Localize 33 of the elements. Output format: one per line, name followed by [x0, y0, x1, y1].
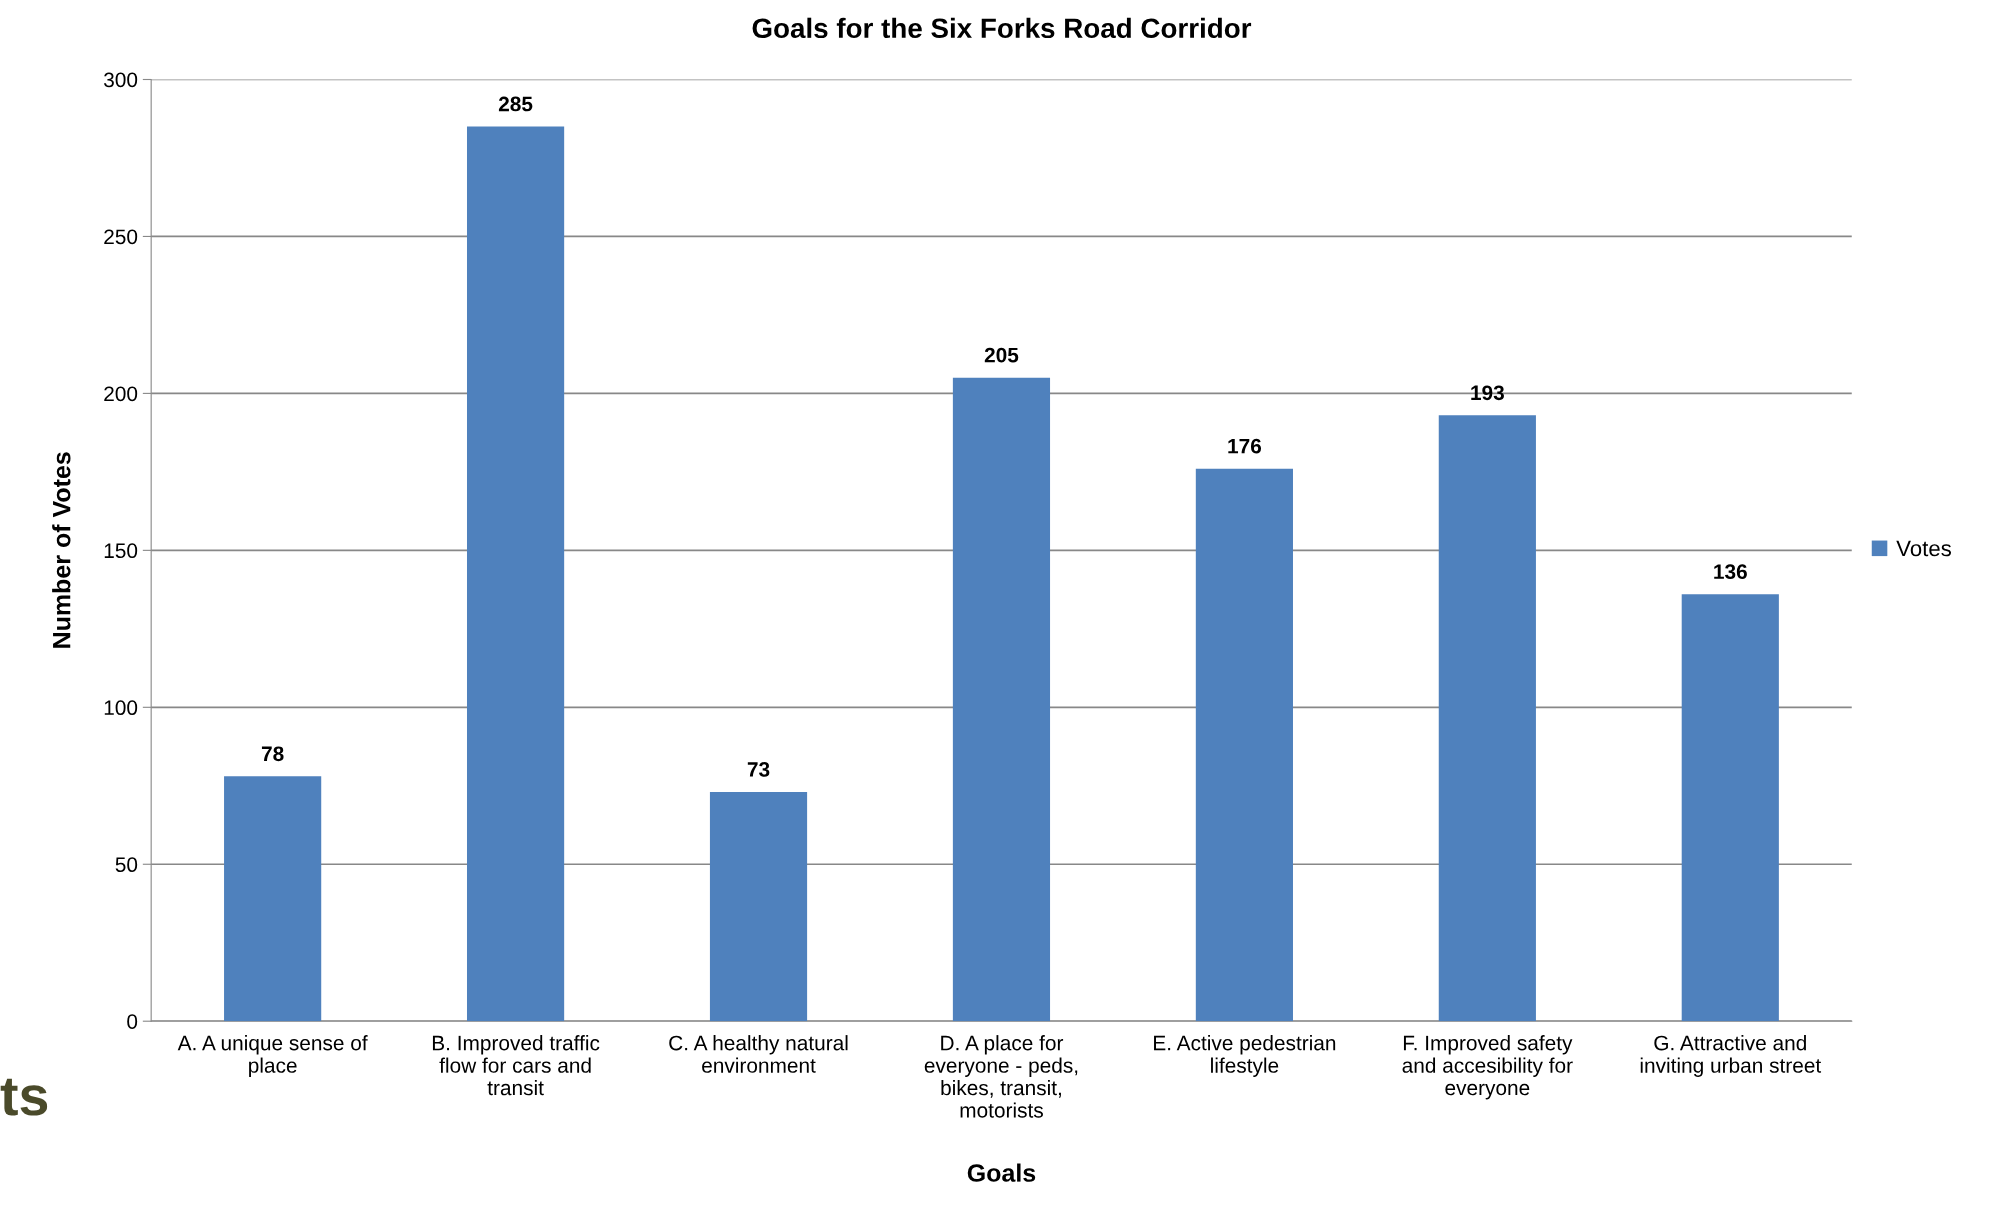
y-tick-label: 300	[104, 72, 138, 88]
bar	[1438, 415, 1536, 1022]
data-label: 73	[747, 762, 770, 777]
data-label: 193	[1471, 385, 1504, 401]
bar	[1195, 468, 1293, 1022]
y-tick-label: 200	[104, 386, 138, 402]
bar	[466, 126, 565, 1022]
bar	[952, 377, 1051, 1022]
data-label: 136	[1714, 564, 1747, 580]
data-label: 176	[1228, 438, 1262, 454]
chart-title: Goals for the Six Forks Road Corridor	[752, 17, 1252, 39]
x-axis-title: Goals	[967, 1163, 1036, 1182]
data-label: 285	[498, 96, 533, 112]
y-tick-label: 250	[104, 229, 138, 245]
bar	[224, 776, 322, 1022]
x-tick-label: A. A unique sense of place	[177, 1035, 368, 1077]
y-tick-label: 0	[127, 1014, 138, 1029]
x-tick-label: D. A place for everyone - peds, bikes, transit, motorists	[924, 1035, 1078, 1118]
x-tick-label: F. Improved safety and accesibility for everyone	[1402, 1035, 1573, 1100]
legend-label: Votes	[1896, 540, 1951, 557]
x-tick-label: G. Attractive and inviting urban street	[1640, 1035, 1822, 1077]
x-tick-label: E. Active pedestrian lifestyle	[1154, 1035, 1336, 1077]
y-axis-title: Number of Votes	[52, 452, 71, 648]
data-label: 205	[984, 347, 1019, 363]
y-tick-label: 150	[104, 543, 138, 559]
y-tick-label: 100	[104, 700, 138, 716]
data-label: 78	[261, 746, 284, 762]
text: ts	[0, 1078, 48, 1116]
x-tick-label: C. A healthy natural environment	[669, 1035, 848, 1073]
bar	[709, 792, 808, 1022]
x-tick-label: B. Improved traffic flow for cars and transit	[432, 1035, 600, 1096]
bar	[1681, 594, 1779, 1022]
y-tick-label: 50	[115, 857, 138, 873]
